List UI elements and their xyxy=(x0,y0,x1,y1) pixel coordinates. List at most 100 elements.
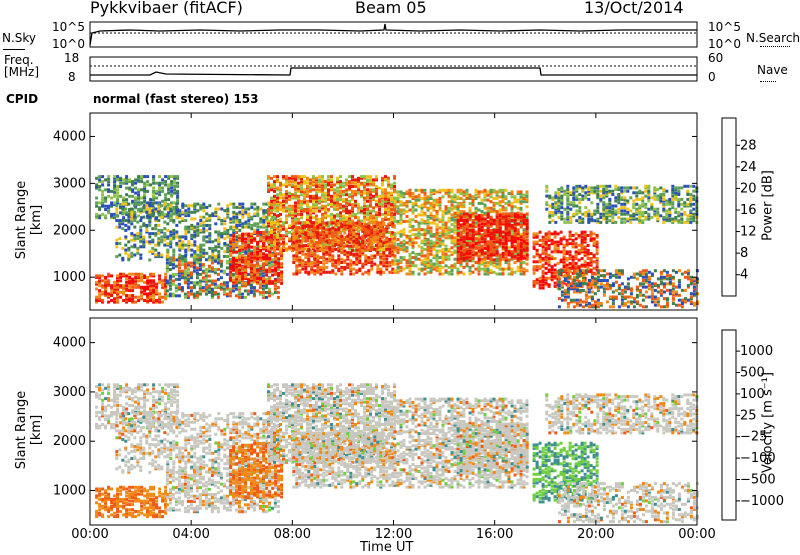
power-cell xyxy=(424,192,427,195)
power-cell xyxy=(511,212,514,215)
power-cell xyxy=(355,235,358,238)
power-cell xyxy=(116,299,119,302)
power-cell xyxy=(346,245,349,248)
power-cell xyxy=(442,248,445,251)
power-cell xyxy=(110,213,113,216)
power-cell xyxy=(366,175,369,178)
power-cell xyxy=(379,240,382,243)
power-cell xyxy=(342,205,345,208)
power-cell xyxy=(143,193,146,196)
power-cell xyxy=(303,188,306,191)
power-cell xyxy=(351,182,354,185)
power-cell xyxy=(176,185,179,188)
power-cell xyxy=(154,217,157,220)
power-cell xyxy=(295,246,298,249)
power-cell xyxy=(511,195,514,198)
power-cell xyxy=(273,190,276,193)
power-cell xyxy=(309,213,312,216)
power-cell xyxy=(214,255,217,258)
power-cell xyxy=(202,231,205,234)
power-cell xyxy=(193,211,196,214)
power-cell xyxy=(472,234,475,237)
power-cell xyxy=(493,271,496,274)
power-cell xyxy=(250,281,253,284)
power-cell xyxy=(394,240,397,243)
power-cell xyxy=(270,203,273,206)
power-cell xyxy=(316,241,319,244)
power-cell xyxy=(107,188,110,191)
power-cell xyxy=(175,242,178,245)
power-cell xyxy=(421,218,424,221)
power-cell xyxy=(514,239,517,242)
power-cell xyxy=(397,190,400,193)
power-cell xyxy=(433,204,436,207)
power-cell xyxy=(340,273,343,276)
power-cell xyxy=(463,190,466,193)
power-cell xyxy=(267,182,270,185)
power-cell xyxy=(475,268,478,271)
power-cell xyxy=(300,206,303,209)
power-cell xyxy=(496,229,499,232)
power-cell xyxy=(101,183,104,186)
power-cell xyxy=(421,210,424,213)
power-cell xyxy=(430,189,433,192)
power-cell xyxy=(223,281,226,284)
power-cell xyxy=(369,203,372,206)
power-cell xyxy=(238,286,241,289)
power-cell xyxy=(148,232,151,235)
power-cell xyxy=(306,182,309,185)
power-cell xyxy=(321,213,324,216)
power-cell xyxy=(322,263,325,266)
power-cell xyxy=(127,216,130,219)
power-cell xyxy=(110,299,113,302)
power-cell xyxy=(140,297,143,300)
power-cell xyxy=(502,258,505,261)
power-cell xyxy=(421,228,424,231)
power-cell xyxy=(445,269,448,272)
power-cell xyxy=(363,182,366,185)
power-cell xyxy=(469,252,472,255)
power-cell xyxy=(169,208,172,211)
power-cell xyxy=(241,206,244,209)
power-cell xyxy=(508,231,511,234)
power-cell xyxy=(205,286,208,289)
power-cell xyxy=(133,234,136,237)
power-cell xyxy=(187,204,190,207)
power-cell xyxy=(170,190,173,193)
power-cell xyxy=(119,296,122,299)
power-cell xyxy=(445,245,448,248)
power-cell xyxy=(226,281,229,284)
power-cell xyxy=(505,257,508,260)
power-cell xyxy=(297,218,300,221)
power-cell xyxy=(273,221,276,224)
power-cell xyxy=(403,192,406,195)
power-cell xyxy=(259,281,262,284)
power-cell xyxy=(511,219,514,222)
power-cell xyxy=(164,193,167,196)
power-cell xyxy=(343,266,346,269)
power-cell xyxy=(394,190,397,193)
power-cell xyxy=(442,251,445,254)
power-cell xyxy=(394,220,397,223)
power-cell xyxy=(388,264,391,267)
power-cell xyxy=(520,200,523,203)
power-cell xyxy=(172,206,175,209)
power-cell xyxy=(454,212,457,215)
power-cell xyxy=(412,228,415,231)
power-cell xyxy=(412,245,415,248)
power-cell xyxy=(415,220,418,223)
power-cell xyxy=(415,195,418,198)
power-cell xyxy=(285,190,288,193)
power-cell xyxy=(104,276,107,279)
power-cell xyxy=(301,253,304,256)
power-cell xyxy=(354,185,357,188)
power-cell xyxy=(427,225,430,228)
power-cell xyxy=(313,233,316,236)
power-cell xyxy=(151,209,154,212)
power-cell xyxy=(262,203,265,206)
power-cell xyxy=(345,188,348,191)
power-cell xyxy=(421,207,424,210)
power-cell xyxy=(481,222,484,225)
power-cell xyxy=(370,264,373,267)
power-cell xyxy=(181,286,184,289)
